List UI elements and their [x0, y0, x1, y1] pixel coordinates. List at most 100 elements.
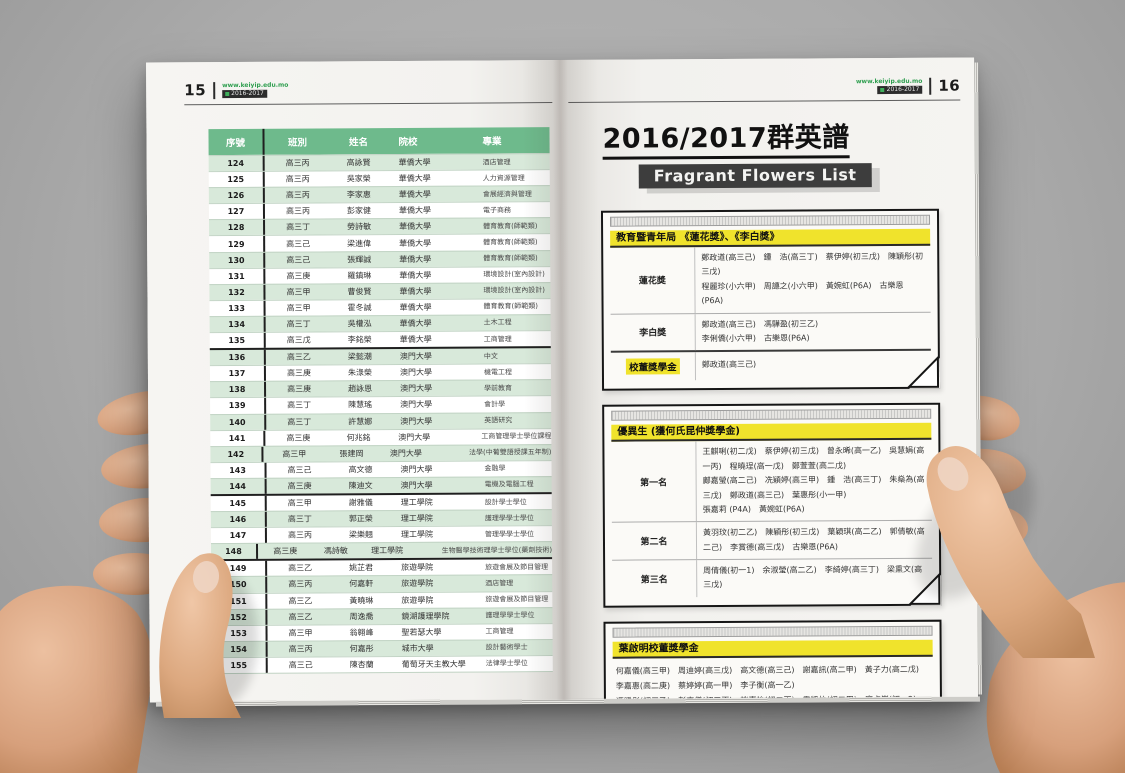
page-subtitle: Fragrant Flowers List — [638, 163, 872, 189]
cell-school: 澳門大學 — [400, 416, 433, 426]
page-title: 2016/2017群英譜 — [602, 115, 850, 160]
cell-major: 電機及電腦工程 — [484, 480, 534, 489]
award-title-bar: 教育暨青年局 《蓮花獎》、《李白獎》 — [610, 228, 931, 248]
header-rule — [184, 102, 553, 106]
folded-corner-icon — [906, 355, 941, 390]
cell-class: 高三丁 — [287, 514, 312, 524]
cell-school: 澳門大學 — [389, 448, 422, 458]
cell-class: 高三丁 — [286, 222, 311, 233]
cell-no: 145 — [210, 495, 267, 512]
cell-name: 梁樂翹 — [348, 530, 373, 540]
cell-major: 體育教育(師範類) — [483, 222, 538, 231]
cell-no: 141 — [210, 430, 266, 446]
cell-name: 勞詩敏 — [347, 222, 372, 232]
cell-class: 高三丙 — [288, 580, 313, 590]
award-rank-label: 第一名 — [640, 478, 668, 489]
cell-no: 128 — [209, 220, 266, 236]
cell-school: 旅遊學院 — [401, 579, 434, 589]
award-row: 李白獎 鄭政道(高三己) 馮驊盈(初三乙) 李俐僑(小六甲) 古樂恩(P6A) — [610, 311, 931, 352]
cell-name: 梁懿潮 — [347, 352, 372, 362]
col-header-school: 院校 — [398, 136, 418, 148]
cell-no: 130 — [209, 252, 266, 268]
cell-class: 高三戊 — [286, 335, 311, 345]
cell-class: 高三甲 — [287, 498, 312, 508]
cell-class: 高三丙 — [285, 158, 310, 168]
award-rank-label: 第二名 — [640, 537, 668, 548]
cell-major: 管理學學士學位 — [484, 529, 534, 539]
award-row: 第二名 黃羽玟(初二乙) 陳穎彤(初三戊) 葉穎琪(高二乙) 郭倩敏(高二己) … — [611, 520, 933, 560]
header-divider — [213, 81, 216, 99]
page-header-left: 15 www.keiyip.edu.mo 2016-2017 — [184, 77, 560, 101]
cell-no: 140 — [210, 414, 267, 430]
col-header-name: 姓名 — [348, 137, 369, 149]
cell-name: 張輝誠 — [347, 254, 372, 264]
award-box-outstanding-students: 優異生 (獲何氏昆仲獎學金) 第一名 王麒唎(初二戊) 蔡伊婷(初三戊) 曾永晞… — [602, 403, 942, 608]
cell-class: 高三乙 — [288, 563, 313, 574]
cell-class: 高三丙 — [285, 174, 310, 184]
cell-school: 城市大學 — [401, 643, 434, 653]
cell-name: 張建岡 — [339, 448, 364, 459]
cell-major: 護理學學士學位 — [485, 611, 535, 620]
cell-major: 機電工程 — [483, 368, 512, 377]
cell-name: 翁翱峰 — [349, 627, 374, 638]
site-url: www.keiyip.edu.mo — [222, 81, 289, 89]
cell-school: 華僑大學 — [399, 318, 432, 328]
cell-class: 高三甲 — [288, 628, 313, 638]
cell-major: 會計學 — [484, 400, 506, 409]
cell-class: 高三丁 — [287, 400, 312, 411]
table-row: 145 高三甲 謝雅儀 理工學院 設計學士學位 — [210, 492, 552, 512]
hatch-strip — [610, 214, 931, 227]
award-footer-row: 校董獎學金 鄭政道(高三己) — [610, 349, 932, 382]
cell-class: 高三庚 — [287, 481, 312, 491]
cell-name: 羅鎮琳 — [347, 270, 372, 281]
cell-school: 華僑大學 — [398, 190, 431, 200]
cell-class: 高三甲 — [282, 449, 307, 459]
award-rank-label: 第三名 — [640, 575, 668, 586]
award-names: 王麒唎(初二戊) 蔡伊婷(初三戊) 曾永晞(高一乙) 吳慧娟(高一丙) 程曉珵(… — [695, 440, 932, 522]
cell-no: 147 — [210, 527, 267, 544]
col-header-no: 序號 — [208, 128, 265, 156]
cell-school: 澳門大學 — [400, 464, 433, 474]
cell-class: 高三己 — [286, 239, 311, 249]
cell-name: 李銘榮 — [347, 335, 372, 345]
cell-major: 旅遊會展及節目管理 — [485, 595, 549, 604]
cell-school: 鏡湖護理學院 — [401, 611, 450, 621]
award-row: 第三名 周倩儀(初一1) 余淑瑩(高二乙) 李綺婷(高三丁) 梁熏文(高三戊) — [612, 557, 933, 598]
award-title-bar: 優異生 (獲何氏昆仲獎學金) — [611, 423, 932, 443]
cell-school: 理工學院 — [400, 497, 433, 508]
cell-major: 酒店管理 — [482, 157, 511, 167]
award-rank-label: 蓮花獎 — [638, 276, 666, 287]
cell-name: 何嘉彤 — [349, 644, 374, 654]
cell-no: 137 — [209, 366, 267, 382]
cell-name: 陳迪文 — [348, 481, 373, 491]
award-box-edu-youth-bureau: 教育暨青年局 《蓮花獎》、《李白獎》 蓮花獎 鄭政道(高三己) 鍾 浩(高三丁)… — [600, 208, 941, 392]
cell-class: 高三庚 — [286, 368, 311, 378]
cell-school: 理工學院 — [371, 546, 404, 556]
cell-name: 許慧娜 — [348, 416, 373, 426]
cell-school: 華僑大學 — [399, 302, 432, 312]
col-header-class: 班別 — [287, 137, 308, 149]
cell-major: 中文 — [483, 352, 498, 361]
cell-school: 澳門大學 — [398, 432, 431, 442]
cell-school: 華僑大學 — [398, 157, 431, 168]
cell-major: 金融學 — [484, 464, 506, 473]
cell-major: 英語研究 — [484, 416, 513, 425]
cell-major: 設計學士學位 — [484, 497, 527, 506]
cell-class: 高三乙 — [288, 612, 313, 622]
cell-major: 法律學士學位 — [485, 659, 528, 668]
cell-major: 體育教育(師範類) — [483, 238, 538, 247]
cell-no: 142 — [210, 446, 264, 462]
cell-major: 設計藝術學士 — [485, 643, 528, 652]
cell-major: 體育教育(師範類) — [483, 254, 538, 263]
cell-major: 環境設計(室內設計) — [483, 270, 545, 279]
cell-school: 華僑大學 — [399, 334, 432, 345]
cell-major: 旅遊會展及節目管理 — [485, 562, 549, 572]
cell-name: 郭正榮 — [348, 514, 373, 524]
cell-school: 華僑大學 — [398, 206, 431, 216]
cell-class: 高三丙 — [285, 206, 310, 217]
cell-name: 馮詩敏 — [323, 546, 348, 556]
cell-major: 酒店管理 — [485, 579, 514, 588]
cell-class: 高三丁 — [286, 319, 311, 329]
cell-school: 澳門大學 — [400, 480, 433, 490]
cell-name: 趙詠恩 — [348, 384, 373, 394]
